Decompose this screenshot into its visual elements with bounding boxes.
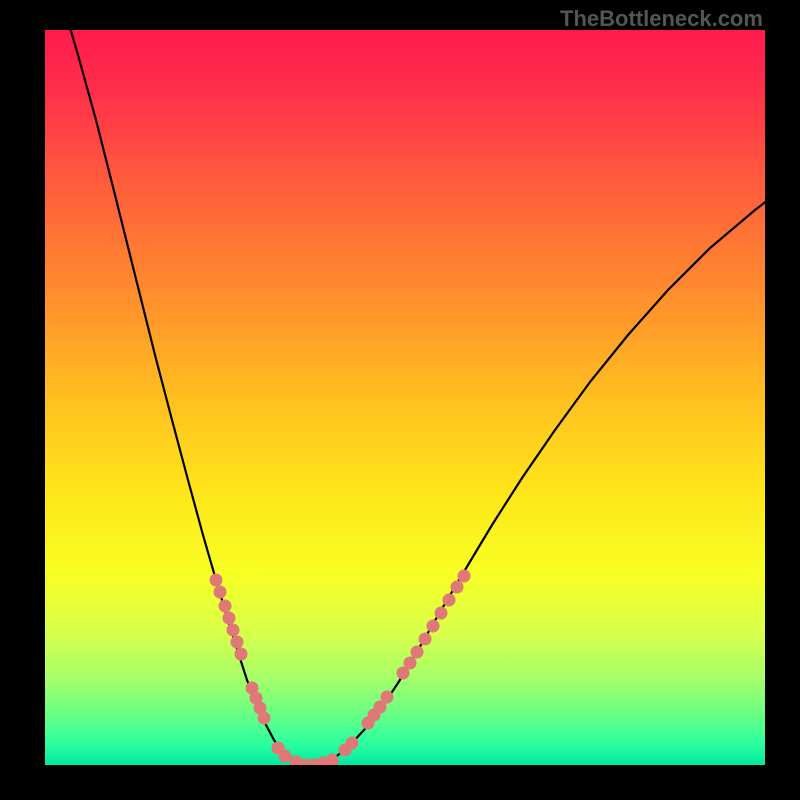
data-dot [346, 737, 359, 750]
data-dot [231, 636, 244, 649]
data-dot [451, 581, 464, 594]
watermark-text: TheBottleneck.com [560, 6, 763, 32]
data-dot [404, 657, 417, 670]
data-dot [227, 624, 240, 637]
data-dot [435, 607, 448, 620]
data-dot [381, 691, 394, 704]
dot-group [210, 570, 471, 766]
data-dot [235, 648, 248, 661]
curve-layer [45, 30, 765, 765]
data-dot [419, 633, 432, 646]
data-dot [458, 570, 471, 583]
data-dot [210, 574, 223, 587]
data-dot [427, 620, 440, 633]
data-dot [279, 750, 292, 763]
data-dot [219, 600, 232, 613]
data-dot [214, 586, 227, 599]
data-dot [443, 594, 456, 607]
data-dot [223, 612, 236, 625]
plot-area [45, 30, 765, 765]
data-dot [411, 646, 424, 659]
data-dot [258, 712, 271, 725]
